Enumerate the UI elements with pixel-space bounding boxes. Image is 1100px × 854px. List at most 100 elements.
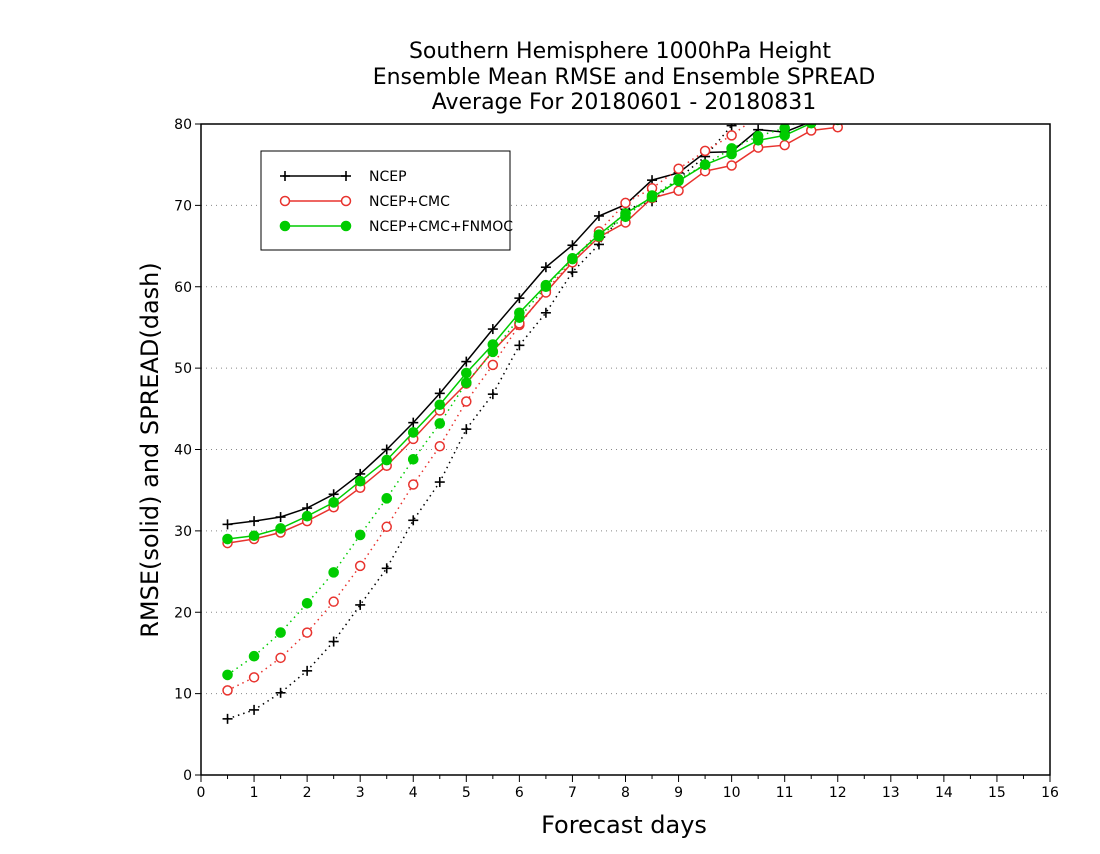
x-tick-label: 3	[356, 785, 365, 801]
ncep-cmc-fnmoc-spread-point	[222, 669, 233, 681]
ncep-spread-point	[487, 389, 498, 400]
y-tick-label: 10	[174, 687, 192, 703]
x-tick-label: 7	[568, 785, 577, 801]
legend-label-ncep-cmc: NCEP+CMC	[369, 194, 450, 210]
ncep-rmse-point	[275, 512, 286, 523]
x-tick-label: 6	[515, 785, 524, 801]
ncep-cmc-fnmoc-spread-point	[275, 627, 286, 638]
x-tick-label: 5	[462, 785, 471, 801]
ncep-cmc-fnmoc-rmse-point	[620, 208, 631, 219]
ncep-cmc-spread-point	[408, 479, 419, 490]
ncep-cmc-fnmoc-rmse-point	[540, 279, 552, 291]
ncep-spread-point	[275, 687, 286, 698]
ncep-cmc-spread-point	[222, 685, 233, 696]
x-tick-label: 9	[674, 785, 683, 801]
y-axis-label: RMSE(solid) and SPREAD(dash)	[136, 262, 164, 638]
ncep-rmse-point	[461, 356, 472, 367]
ncep-cmc-spread-point	[301, 627, 313, 638]
ncep-cmc-fnmoc-rmse-point	[593, 229, 605, 240]
ncep-cmc-fnmoc-spread-point	[248, 650, 260, 662]
ncep-cmc-spread-point	[381, 521, 392, 533]
ncep-cmc-fnmoc-rmse-point	[381, 454, 393, 466]
ncep-cmc-rmse-point	[726, 160, 737, 171]
x-tick-label: 4	[409, 785, 418, 801]
legend-marker-ncep-cmc-fnmoc	[279, 220, 291, 232]
ncep-cmc-spread-point	[487, 359, 499, 371]
ncep-cmc-fnmoc-rmse-point	[726, 148, 737, 160]
ncep-cmc-fnmoc-rmse-point	[487, 339, 499, 350]
ncep-rmse-point	[540, 262, 551, 273]
y-tick-label: 80	[174, 117, 192, 133]
ncep-spread-point	[302, 665, 313, 676]
ncep-cmc-fnmoc-rmse-point	[646, 191, 658, 203]
ncep-cmc-fnmoc-spread-point	[328, 567, 339, 578]
ncep-cmc-fnmoc-spread-point	[354, 529, 366, 541]
x-tick-label: 1	[250, 785, 259, 801]
chart-title-line-1: Southern Hemisphere 1000hPa Height	[409, 39, 831, 64]
x-tick-label: 10	[723, 785, 741, 801]
ncep-cmc-fnmoc-spread-point	[833, 107, 843, 117]
ncep-cmc-spread-point	[620, 197, 631, 209]
ncep-cmc-rmse-point	[673, 185, 684, 196]
chart-title-line-2: Ensemble Mean RMSE and Ensemble SPREAD	[373, 65, 876, 90]
ncep-spread-point	[381, 563, 392, 574]
x-tick-label: 0	[197, 785, 206, 801]
y-tick-label: 60	[174, 280, 192, 296]
ncep-cmc-fnmoc-rmse-point	[354, 475, 366, 487]
legend-marker-ncep-cmc-fnmoc	[340, 220, 352, 232]
ncep-rmse-point	[381, 444, 392, 455]
y-tick-label: 20	[174, 605, 192, 621]
x-tick-label: 15	[988, 785, 1006, 801]
ncep-cmc-fnmoc-rmse-point	[248, 530, 260, 542]
legend-marker-ncep-cmc	[340, 195, 352, 207]
ncep-spread-point	[355, 599, 366, 610]
ncep-cmc-spread-point	[726, 130, 737, 141]
y-tick-label: 0	[183, 768, 192, 784]
ncep-rmse-point	[434, 388, 445, 399]
ncep-spread-point	[249, 704, 260, 715]
ncep-spread-point	[567, 267, 578, 278]
y-tick-label: 40	[174, 443, 192, 459]
legend-label-ncep-cmc-fnmoc: NCEP+CMC+FNMOC	[369, 219, 513, 235]
ncep-cmc-spread-point	[328, 596, 339, 607]
x-tick-label: 16	[1041, 785, 1059, 801]
ncep-spread-point	[408, 515, 419, 526]
ncep-cmc-spread-point	[354, 560, 366, 572]
ncep-spread-point	[514, 340, 525, 351]
y-tick-label: 50	[174, 361, 192, 377]
ncep-rmse-point	[487, 324, 498, 335]
ncep-cmc-fnmoc-rmse-point	[407, 427, 419, 438]
ncep-rmse-point	[408, 417, 419, 428]
ncep-rmse-point	[249, 516, 260, 527]
ncep-cmc-fnmoc-rmse-point	[301, 510, 313, 522]
ncep-cmc-fnmoc-spread-point	[407, 453, 419, 465]
ncep-cmc-rmse-point	[832, 124, 843, 133]
legend-label-ncep: NCEP	[369, 169, 407, 185]
ncep-cmc-spread-point	[833, 99, 842, 108]
grid-layer	[201, 204, 1050, 695]
legend: NCEP NCEP+CMC NCEP+CMC+FNMOC	[260, 150, 513, 251]
chart-title: Southern Hemisphere 1000hPa Height Ensem…	[373, 39, 876, 115]
x-axis-label: Forecast days	[541, 811, 707, 839]
ncep-spread-point	[461, 424, 472, 435]
x-tick-label: 14	[935, 785, 953, 801]
x-tick-label: 12	[829, 785, 847, 801]
ncep-cmc-fnmoc-spread-line	[227, 124, 796, 676]
ncep-cmc-spread-point	[434, 440, 446, 452]
ncep-cmc-spread-line	[227, 124, 749, 692]
ncep-cmc-fnmoc-rmse-point	[328, 497, 339, 508]
ncep-rmse-point	[514, 293, 525, 304]
x-tick-label: 8	[621, 785, 630, 801]
y-tick-label: 30	[174, 524, 192, 540]
ncep-spread-point	[222, 713, 233, 724]
ncep-spread-point	[540, 307, 551, 318]
x-tick-label: 11	[776, 785, 794, 801]
ncep-cmc-rmse-point	[779, 139, 790, 151]
ncep-cmc-fnmoc-rmse-point	[275, 523, 286, 534]
ncep-cmc-fnmoc-rmse-point	[434, 399, 446, 411]
ncep-cmc-spread-point	[673, 163, 684, 175]
ncep-spread-point	[328, 636, 339, 647]
ncep-rmse-point	[567, 240, 578, 251]
